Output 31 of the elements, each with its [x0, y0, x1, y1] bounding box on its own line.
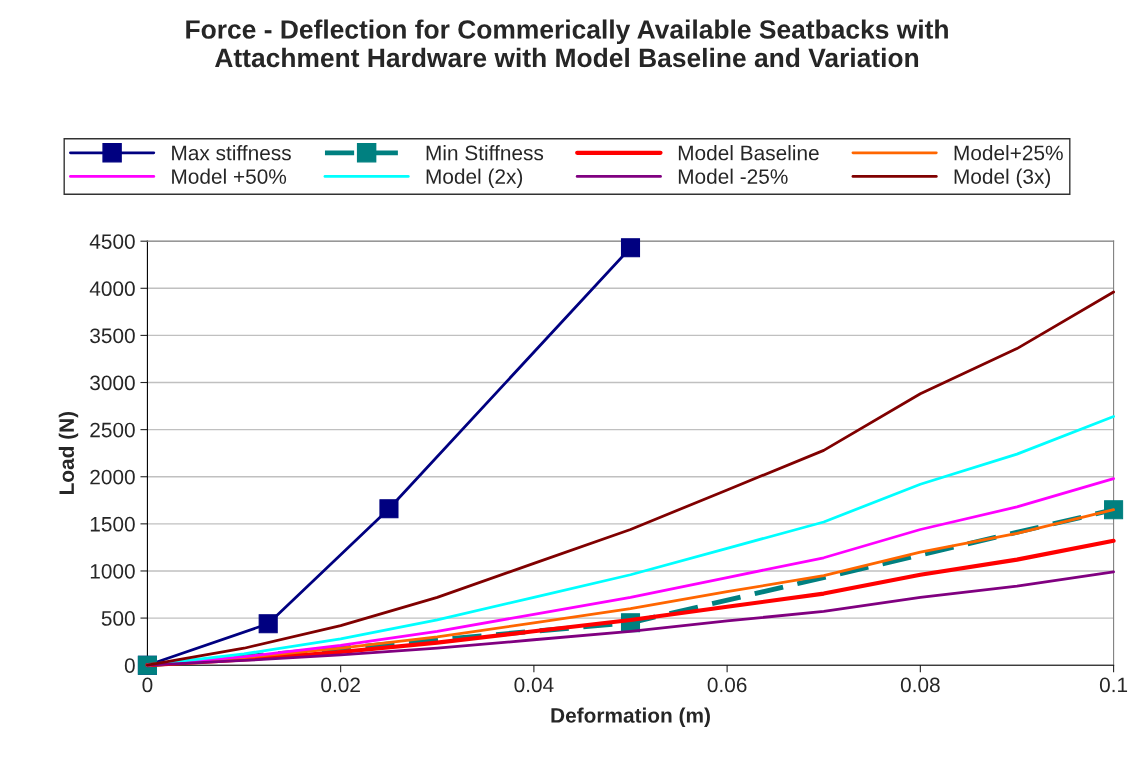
- x-axis-title: Deformation (m): [551, 707, 710, 727]
- point: [258, 614, 278, 634]
- legend-label: Model+25%: [954, 145, 1063, 161]
- point: [1104, 500, 1124, 520]
- legend-label: Model -25%: [678, 168, 788, 184]
- y-tick-label: 1000: [90, 563, 135, 579]
- chart-title: Force - Deflection for Commerically Available Seatbacks with Attachment Hardware with Model Baseline and Variation: [186, 19, 948, 68]
- y-tick-label: 3500: [90, 328, 135, 344]
- legend-label: Max stiffness: [172, 145, 291, 161]
- y-tick-label: 2000: [90, 469, 135, 485]
- x-tick-label: 0.02: [321, 677, 360, 693]
- legend-label: Model (2x): [426, 168, 523, 189]
- legend-label: Min Stiffness: [426, 145, 544, 161]
- legend-label: Model (3x): [954, 168, 1051, 189]
- y-tick-label: 4500: [89, 234, 135, 249]
- point: [620, 238, 641, 258]
- y-tick-label: 3000: [90, 375, 135, 391]
- y-tick-label: 0: [124, 658, 135, 673]
- legend-label: Model +50%: [172, 168, 287, 184]
- y-tick-label: 500: [101, 611, 135, 626]
- x-tick-label: 0: [142, 677, 153, 693]
- x-tick-label: 0.08: [900, 677, 940, 693]
- legend-label: Model Baseline: [678, 145, 819, 161]
- y-axis-title: Load (N): [58, 411, 79, 495]
- x-tick-label: 0.1: [1099, 677, 1128, 693]
- y-tick-label: 4000: [89, 281, 135, 297]
- x-tick-label: 0.04: [514, 677, 554, 693]
- point: [379, 499, 399, 519]
- y-tick-label: 2500: [90, 422, 135, 438]
- y-tick-label: 1500: [90, 516, 135, 532]
- x-tick-label: 0.06: [707, 677, 747, 693]
